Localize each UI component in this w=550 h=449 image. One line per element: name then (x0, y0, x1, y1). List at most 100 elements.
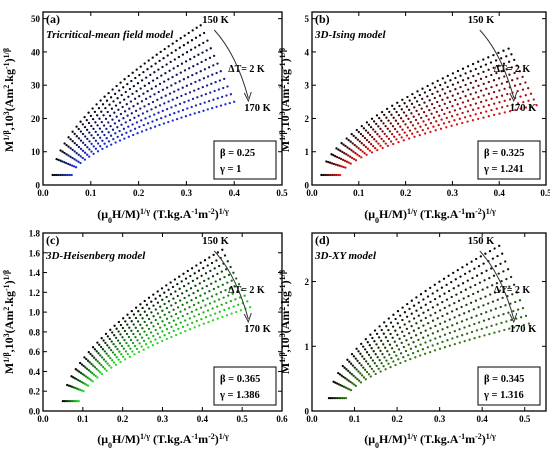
arrow-head (509, 312, 518, 324)
data-point (110, 366, 113, 369)
y-title-sup: 1/β (2, 270, 11, 280)
data-point (189, 48, 193, 51)
data-point (474, 283, 477, 287)
data-point (500, 82, 504, 85)
data-point (497, 64, 500, 67)
data-point (351, 382, 354, 385)
data-point (420, 116, 423, 120)
data-point (342, 143, 345, 146)
data-point (407, 108, 411, 112)
data-point (159, 305, 162, 308)
data-point (491, 257, 495, 260)
data-point (513, 58, 516, 62)
data-point (170, 51, 173, 55)
data-point (465, 263, 469, 266)
data-point (223, 308, 226, 312)
data-point (475, 314, 478, 317)
data-point (408, 129, 412, 132)
data-point (77, 127, 80, 131)
data-point (406, 302, 409, 306)
data-point (173, 90, 176, 93)
data-point (87, 121, 91, 125)
data-point (484, 63, 488, 66)
data-point (174, 104, 177, 107)
data-point (459, 290, 463, 294)
data-point (117, 358, 120, 361)
data-point (431, 92, 434, 96)
data-point (465, 332, 469, 335)
x-tick-label: 0.4 (229, 188, 241, 198)
data-point (365, 153, 368, 156)
exponent-box (477, 140, 541, 180)
data-point (358, 140, 361, 143)
data-point (454, 88, 457, 91)
data-point (107, 354, 110, 358)
data-point (508, 98, 512, 101)
data-point (479, 100, 483, 104)
data-point (343, 366, 346, 369)
y-title-sup: 1/β (278, 48, 287, 58)
data-point (102, 339, 105, 342)
data-point (428, 108, 431, 112)
y-tick-label: 0.6 (29, 347, 41, 357)
data-point (84, 366, 87, 369)
data-point (351, 364, 355, 367)
data-point (170, 84, 173, 87)
data-point (496, 298, 499, 301)
data-point (412, 329, 416, 332)
beta-value: β = 0.325 (484, 148, 524, 159)
data-point (100, 336, 103, 340)
data-point (437, 123, 440, 127)
data-point (100, 372, 104, 376)
data-point (204, 316, 208, 319)
data-point (175, 39, 178, 43)
data-point (108, 364, 111, 367)
y-title-sup: 2 (278, 85, 287, 89)
data-point (392, 142, 395, 146)
data-point (104, 332, 108, 336)
data-point (438, 114, 441, 117)
data-point (448, 304, 451, 307)
data-point (189, 58, 192, 61)
data-series (64, 260, 229, 403)
data-point (139, 313, 142, 316)
data-point (471, 276, 474, 280)
data-point (360, 156, 363, 159)
data-point (392, 116, 395, 119)
data-point (375, 343, 378, 346)
data-point (500, 57, 503, 60)
x-tick-label: 0.2 (400, 188, 412, 198)
data-point (173, 112, 176, 115)
data-point (123, 78, 126, 81)
data-point (502, 49, 505, 52)
data-point (515, 291, 519, 294)
data-point (214, 312, 217, 315)
data-point (188, 91, 192, 94)
x-tick-label: 0.0 (37, 414, 49, 424)
data-point (181, 314, 184, 318)
data-point (458, 107, 462, 110)
data-point (131, 71, 134, 74)
data-point (456, 69, 460, 73)
data-point (60, 173, 64, 177)
data-point (442, 277, 446, 280)
data-point (217, 285, 220, 289)
data-point (421, 128, 424, 132)
data-point (108, 346, 111, 349)
data-point (204, 92, 208, 96)
data-point (167, 100, 170, 103)
data-point (492, 113, 496, 117)
data-point (493, 247, 496, 250)
data-point (162, 122, 166, 125)
data-point (512, 283, 516, 286)
data-point (154, 62, 157, 65)
data-point (404, 349, 408, 353)
data-point (160, 287, 164, 290)
data-point (99, 99, 102, 102)
temperature-arrow (213, 250, 249, 320)
data-point (92, 127, 95, 131)
data-point (446, 312, 449, 315)
data-point (125, 103, 128, 106)
data-point (402, 111, 406, 114)
data-point (522, 100, 525, 104)
